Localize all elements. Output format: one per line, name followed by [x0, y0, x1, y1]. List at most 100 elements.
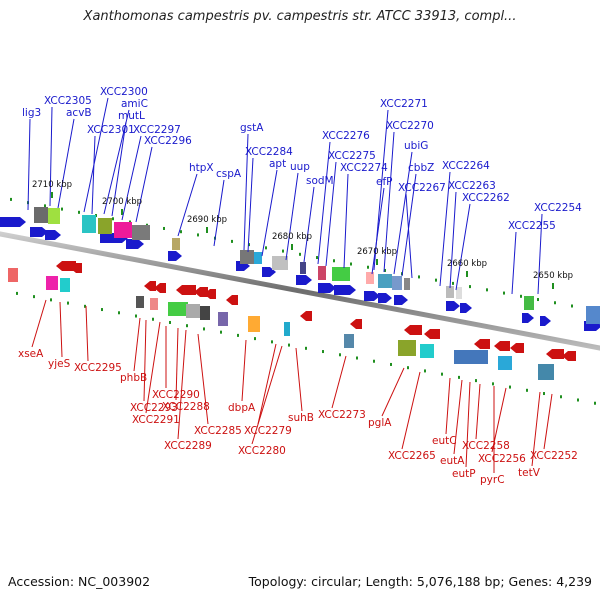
guide-dot	[180, 230, 182, 234]
scale-tick-label: 2690 kbp	[187, 215, 227, 225]
forward-gene-label: XCC2254	[534, 202, 582, 214]
gene-feature-box	[456, 287, 462, 299]
guide-dot	[492, 382, 494, 386]
forward-gene-label: gstA	[240, 122, 264, 134]
forward-gene-label: XCC2276	[322, 130, 370, 142]
guide-dot	[577, 398, 579, 402]
guide-dot	[373, 359, 375, 363]
guide-dot	[333, 259, 335, 263]
gene-feature-box	[446, 286, 454, 298]
gene-feature-box	[398, 340, 416, 356]
reverse-gene-label: XCC2289	[164, 440, 212, 452]
scale-tick-mark	[466, 271, 468, 277]
reverse-gene-arrow	[300, 311, 312, 321]
reverse-gene-label: phbB	[120, 372, 147, 384]
reverse-gene-label: yjeS	[48, 358, 71, 370]
guide-dot	[152, 317, 154, 321]
forward-gene-arrow	[446, 301, 460, 311]
guide-dot	[44, 204, 46, 208]
gene-feature-box	[248, 316, 260, 332]
forward-gene-label: ubiG	[404, 140, 428, 152]
guide-dot	[61, 207, 63, 211]
guide-dot	[186, 324, 188, 328]
gene-feature-box	[240, 250, 254, 264]
reverse-gene-arrow	[494, 341, 510, 351]
forward-gene-leader	[285, 172, 299, 261]
guide-dot	[112, 217, 114, 221]
forward-gene-leader	[49, 106, 53, 207]
reverse-gene-label: suhB	[288, 412, 314, 424]
forward-gene-label: XCC2305	[44, 95, 92, 107]
gene-feature-box	[332, 267, 350, 281]
reverse-gene-label: XCC2290	[152, 389, 200, 401]
guide-dot	[418, 275, 420, 279]
forward-gene-arrow	[0, 217, 26, 227]
guide-dot	[407, 366, 409, 370]
reverse-gene-leader	[475, 383, 481, 440]
reverse-gene-leader	[381, 367, 405, 417]
guide-dot	[254, 337, 256, 341]
reverse-gene-arrow	[350, 319, 362, 329]
gene-feature-box	[378, 274, 392, 288]
guide-dot	[101, 308, 103, 312]
gene-feature-box	[114, 222, 132, 238]
guide-dot	[135, 314, 137, 318]
guide-dot	[339, 353, 341, 357]
forward-gene-leader	[393, 151, 413, 275]
reverse-gene-label: XCC2252	[530, 450, 578, 462]
reverse-gene-label: XCC2265	[388, 450, 436, 462]
forward-gene-leader	[371, 187, 385, 275]
reverse-gene-leader	[453, 379, 463, 455]
forward-gene-leader	[449, 191, 457, 289]
guide-dot	[271, 340, 273, 344]
reverse-gene-label: XCC2280	[238, 445, 286, 457]
reverse-gene-arrow	[546, 349, 564, 359]
gene-feature-box	[34, 207, 48, 223]
reverse-gene-arrow	[226, 295, 238, 305]
guide-dot	[265, 246, 267, 250]
guide-dot	[78, 210, 80, 214]
scale-tick-label: 2710 kbp	[32, 180, 72, 190]
guide-dot	[520, 294, 522, 298]
guide-dot	[452, 281, 454, 285]
guide-dot	[469, 285, 471, 289]
scale-tick-label: 2650 kbp	[533, 271, 573, 281]
gene-feature-box	[172, 238, 180, 250]
forward-gene-label: apt	[269, 158, 286, 170]
gene-feature-box	[48, 208, 60, 224]
gene-feature-box	[132, 225, 150, 240]
reverse-gene-leader	[295, 347, 303, 412]
forward-gene-label: XCC2275	[328, 150, 376, 162]
reverse-gene-leader	[531, 391, 541, 467]
reverse-gene-label: XCC2295	[74, 362, 122, 374]
guide-dot	[299, 252, 301, 256]
reverse-gene-label: tetV	[518, 467, 541, 479]
guide-dot	[248, 243, 250, 247]
guide-dot	[503, 291, 505, 295]
forward-gene-label: XCC2267	[398, 182, 446, 194]
forward-gene-label: acvB	[66, 107, 92, 119]
reverse-gene-label: XCC2285	[194, 425, 242, 437]
forward-gene-arrow	[168, 251, 182, 261]
scale-tick-mark	[206, 227, 208, 233]
forward-gene-leader	[83, 97, 109, 213]
guide-dot	[220, 330, 222, 334]
forward-gene-leader	[439, 171, 451, 287]
guide-dot	[441, 372, 443, 376]
forward-gene-leader	[135, 146, 153, 223]
reverse-gene-arrow	[176, 285, 196, 295]
forward-gene-leader	[111, 121, 127, 217]
gene-feature-box	[538, 364, 554, 380]
guide-dot	[237, 333, 239, 337]
scale-tick-label: 2700 kbp	[102, 197, 142, 207]
forward-gene-arrow	[30, 227, 48, 237]
guide-dot	[282, 249, 284, 253]
gene-feature-box	[454, 350, 488, 364]
forward-gene-leader	[213, 179, 225, 247]
forward-gene-label: XCC2271	[380, 98, 428, 110]
genome-backbone	[0, 231, 600, 351]
gene-feature-box	[254, 252, 262, 264]
scale-tick-mark	[291, 244, 293, 250]
scale-tick-label: 2670 kbp	[357, 247, 397, 257]
forward-gene-label: lig3	[22, 107, 41, 119]
